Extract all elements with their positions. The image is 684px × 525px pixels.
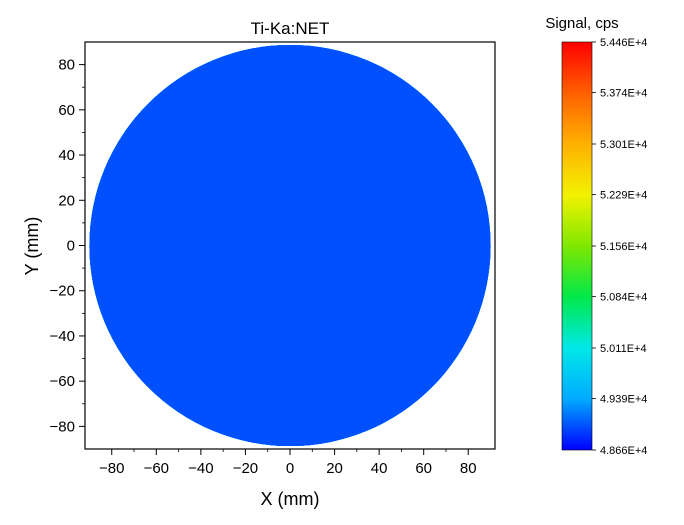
y-tick-label: −20: [50, 283, 75, 300]
colorbar: [561, 41, 593, 451]
x-tick-label: 80: [460, 460, 477, 477]
x-tick-label: −60: [144, 460, 169, 477]
y-axis: −80 −60 −40 −20 0 20 40 60 80: [50, 57, 85, 435]
y-tick-label: −40: [50, 328, 75, 345]
colorbar-tick-label: 5.156E+4: [600, 241, 647, 253]
plot-area: [89, 44, 491, 447]
colorbar-tick-label: 5.446E+4: [600, 37, 647, 49]
colorbar-tick-label: 5.229E+4: [600, 190, 647, 202]
colorbar-tick-label: 4.866E+4: [600, 445, 647, 457]
x-tick-label: 40: [371, 460, 388, 477]
colorbar-title: Signal, cps: [545, 15, 618, 32]
colorbar-tick-label: 5.374E+4: [600, 88, 647, 100]
y-tick-label: 20: [58, 192, 75, 209]
colorbar-tick-label: 5.301E+4: [600, 139, 647, 151]
y-tick-label: 40: [58, 147, 75, 164]
y-tick-label: 80: [58, 57, 75, 74]
y-tick-label: 0: [67, 238, 75, 255]
x-tick-label: −20: [233, 460, 258, 477]
chart-title: Ti-Ka:NET: [251, 19, 330, 38]
x-tick-label: −80: [99, 460, 124, 477]
y-tick-label: −80: [50, 418, 75, 435]
y-axis-label: Y (mm): [22, 217, 42, 276]
x-tick-label: −40: [188, 460, 213, 477]
x-axis-label: X (mm): [261, 489, 320, 509]
colorbar-tick-label: 5.011E+4: [600, 343, 647, 355]
x-tick-label: 0: [286, 460, 294, 477]
y-tick-label: 60: [58, 102, 75, 119]
colorbar-tick-label: 4.939E+4: [600, 394, 647, 406]
colorbar-tick-label: 5.084E+4: [600, 292, 647, 304]
x-tick-label: 60: [415, 460, 432, 477]
contour-level-0: [89, 44, 491, 447]
colorbar-ticks: 5.446E+4 5.374E+4 5.301E+4 5.229E+4 5.156E+4…: [592, 37, 647, 457]
x-axis: −80 −60 −40 −20 0 20 40 60 80: [99, 449, 477, 477]
contour-field: [89, 44, 491, 447]
y-tick-label: −60: [50, 373, 75, 390]
x-tick-label: 20: [326, 460, 343, 477]
